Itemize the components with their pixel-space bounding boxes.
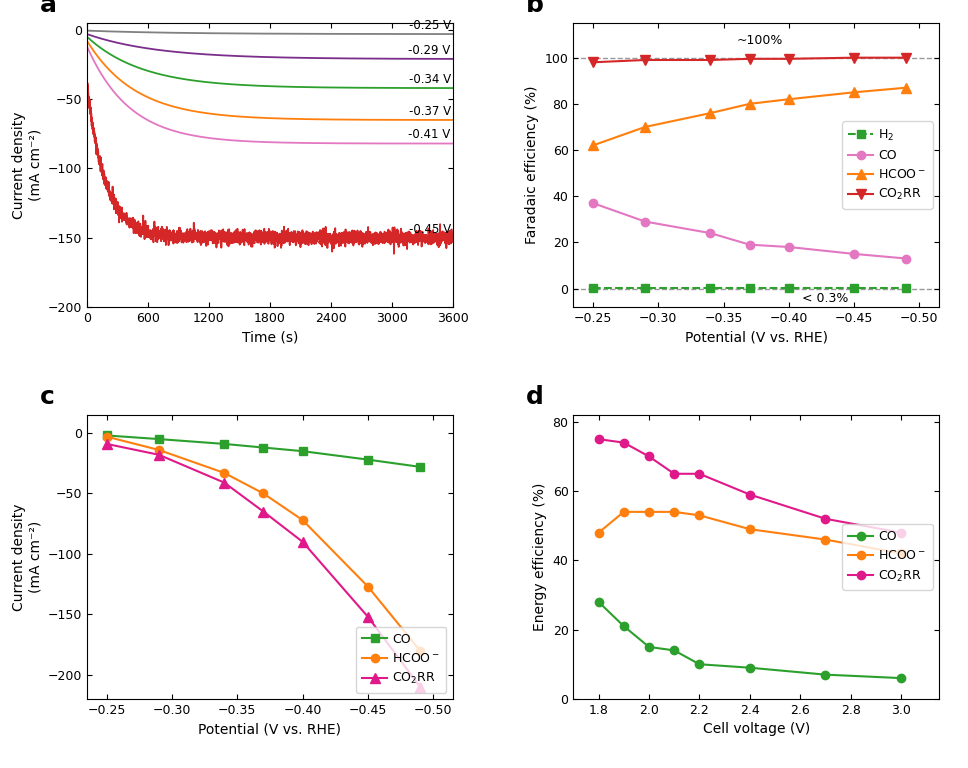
Y-axis label: Current density
(mA cm⁻²): Current density (mA cm⁻²) <box>13 503 43 611</box>
Text: d: d <box>526 386 544 409</box>
Text: -0.45 V: -0.45 V <box>408 223 451 236</box>
Text: b: b <box>526 0 544 18</box>
Legend: CO, HCOO$^-$, CO$_2$RR: CO, HCOO$^-$, CO$_2$RR <box>842 524 933 590</box>
Text: a: a <box>40 0 56 18</box>
Y-axis label: Energy efficiency (%): Energy efficiency (%) <box>533 483 547 631</box>
Y-axis label: Faradaic efficiency (%): Faradaic efficiency (%) <box>525 86 539 244</box>
X-axis label: Time (s): Time (s) <box>242 330 298 344</box>
Text: -0.34 V: -0.34 V <box>408 73 451 86</box>
Text: ~100%: ~100% <box>737 34 783 47</box>
Text: -0.41 V: -0.41 V <box>408 128 451 141</box>
Text: -0.29 V: -0.29 V <box>408 44 451 57</box>
X-axis label: Potential (V vs. RHE): Potential (V vs. RHE) <box>198 722 342 737</box>
Text: c: c <box>40 386 54 409</box>
Text: < 0.3%: < 0.3% <box>802 293 848 306</box>
X-axis label: Potential (V vs. RHE): Potential (V vs. RHE) <box>684 330 828 344</box>
Y-axis label: Current density
(mA cm⁻²): Current density (mA cm⁻²) <box>13 111 43 219</box>
Text: -0.25 V: -0.25 V <box>408 19 451 32</box>
Legend: CO, HCOO$^-$, CO$_2$RR: CO, HCOO$^-$, CO$_2$RR <box>356 627 446 693</box>
Text: -0.37 V: -0.37 V <box>408 105 451 118</box>
X-axis label: Cell voltage (V): Cell voltage (V) <box>703 722 810 737</box>
Legend: H$_2$, CO, HCOO$^-$, CO$_2$RR: H$_2$, CO, HCOO$^-$, CO$_2$RR <box>842 121 933 209</box>
